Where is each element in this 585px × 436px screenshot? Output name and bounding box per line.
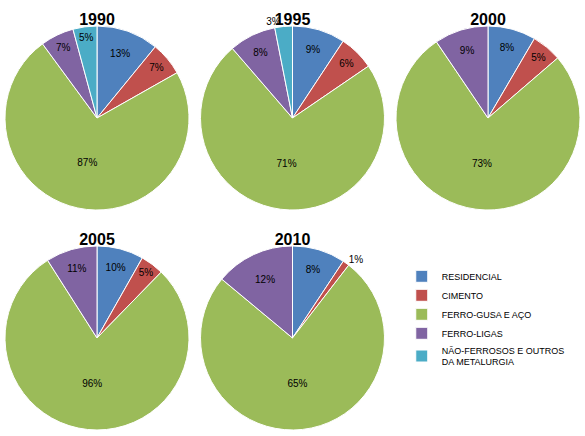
svg-text:6%: 6% xyxy=(339,58,354,69)
svg-text:96%: 96% xyxy=(82,378,102,389)
svg-text:2005: 2005 xyxy=(79,231,115,248)
svg-text:FERRO-GUSA E AÇO: FERRO-GUSA E AÇO xyxy=(442,310,532,320)
svg-text:RESIDENCIAL: RESIDENCIAL xyxy=(442,272,502,282)
svg-text:5%: 5% xyxy=(79,32,94,43)
svg-text:7%: 7% xyxy=(56,42,71,53)
svg-text:FERRO-LIGAS: FERRO-LIGAS xyxy=(442,329,503,339)
svg-text:13%: 13% xyxy=(110,48,130,59)
svg-text:8%: 8% xyxy=(500,42,515,53)
svg-text:73%: 73% xyxy=(472,158,492,169)
svg-text:7%: 7% xyxy=(149,62,164,73)
svg-text:9%: 9% xyxy=(460,45,475,56)
svg-text:CIMENTO: CIMENTO xyxy=(442,291,483,301)
svg-text:10%: 10% xyxy=(106,262,126,273)
svg-text:NÃO-FERROSOS E OUTROSDA METALU: NÃO-FERROSOS E OUTROSDA METALURGIA xyxy=(442,346,565,368)
svg-text:2010: 2010 xyxy=(275,231,311,248)
svg-text:9%: 9% xyxy=(306,44,321,55)
svg-text:71%: 71% xyxy=(276,158,296,169)
svg-text:5%: 5% xyxy=(531,52,546,63)
svg-text:12%: 12% xyxy=(255,274,275,285)
svg-text:1995: 1995 xyxy=(275,11,311,28)
svg-text:3%: 3% xyxy=(266,16,281,27)
svg-text:87%: 87% xyxy=(77,157,97,168)
svg-text:5%: 5% xyxy=(139,267,154,278)
svg-text:1%: 1% xyxy=(349,254,364,265)
svg-text:11%: 11% xyxy=(67,263,86,274)
svg-text:8%: 8% xyxy=(253,47,268,58)
svg-text:1990: 1990 xyxy=(79,11,115,28)
svg-text:2000: 2000 xyxy=(470,11,506,28)
svg-text:8%: 8% xyxy=(306,264,321,275)
svg-text:65%: 65% xyxy=(287,378,307,389)
